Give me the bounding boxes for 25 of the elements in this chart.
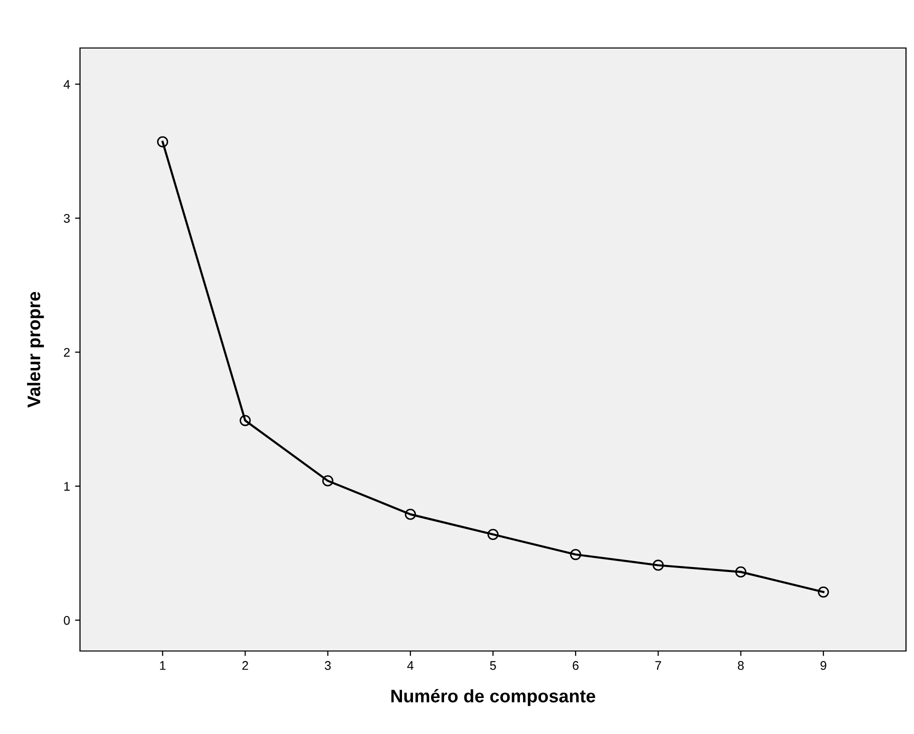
x-tick-label: 8	[738, 661, 744, 670]
x-tick-label: 5	[490, 661, 496, 670]
x-tick-label: 7	[655, 661, 662, 670]
y-tick-label: 1	[64, 482, 70, 491]
y-axis-title: Valeur propre	[27, 292, 44, 408]
y-tick-label: 3	[64, 214, 70, 223]
point	[322, 475, 334, 486]
x-tick-label: 3	[324, 661, 331, 670]
point	[570, 548, 582, 560]
point	[735, 566, 746, 578]
x-tick-label: 9	[820, 661, 826, 670]
point	[157, 136, 168, 148]
point	[404, 508, 416, 520]
x-axis-title: Numéro de composante	[391, 689, 596, 706]
point	[818, 586, 829, 598]
y-tick-label: 0	[64, 616, 70, 625]
y-tick-label: 2	[64, 348, 70, 357]
point	[652, 560, 664, 571]
x-tick-label: 1	[160, 661, 166, 670]
x-tick-label: 2	[242, 661, 248, 670]
y-tick-label: 4	[64, 80, 70, 89]
point	[240, 414, 251, 426]
point	[487, 528, 499, 540]
x-tick-label: 4	[407, 661, 414, 670]
x-tick-label: 6	[572, 661, 579, 670]
